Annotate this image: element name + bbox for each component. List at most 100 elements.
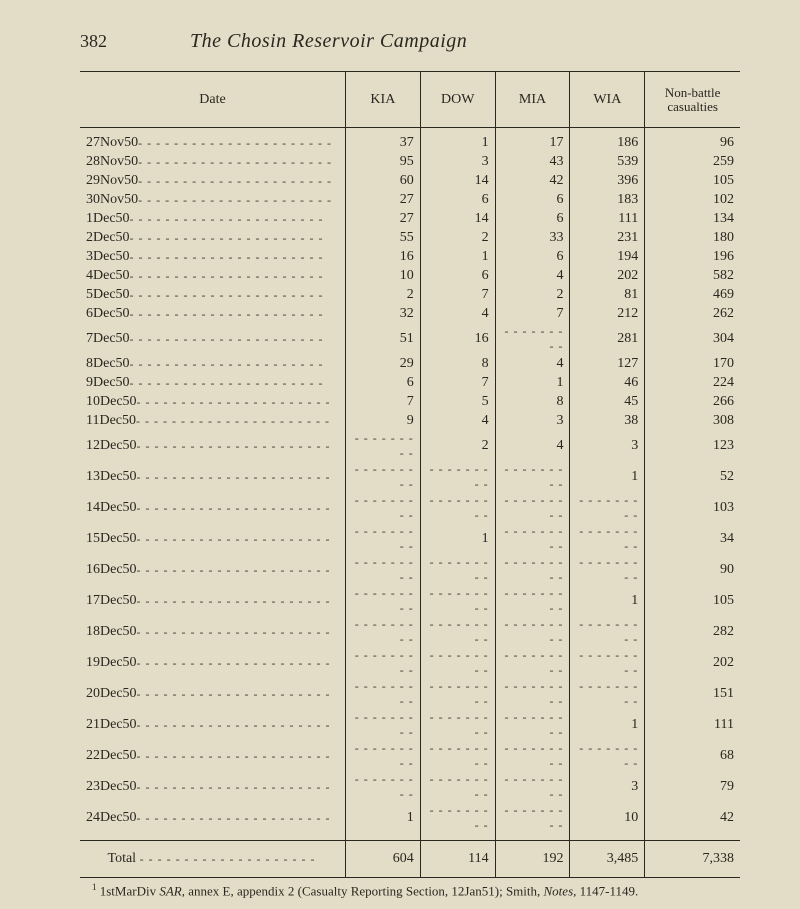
cell-mia: - - - - - - - - - <box>495 803 570 834</box>
empty-dash: - - - - - - - - - <box>576 741 638 771</box>
cell-mia: 8 <box>495 393 570 412</box>
date-label: 13Dec50 <box>86 469 137 485</box>
table-row: 12Dec50- - - - - - - - - - - - - - - - -… <box>80 431 740 462</box>
cell-dow: - - - - - - - - - <box>420 741 495 772</box>
footnote-text-2: annex E, appendix 2 (Casualty Reporting … <box>185 883 544 898</box>
date-cell: 1Dec50- - - - - - - - - - - - - - - - - … <box>80 210 345 229</box>
col-kia: KIA <box>345 72 420 127</box>
cell-kia: 60 <box>345 172 420 191</box>
cell-wia: 539 <box>570 153 645 172</box>
leader-dots: - - - - - - - - - - - - - - - - - - - - … <box>137 749 331 764</box>
total-wia: 3,485 <box>570 840 645 877</box>
empty-dash: - - - - - - - - - <box>352 710 414 740</box>
date-cell: 7Dec50- - - - - - - - - - - - - - - - - … <box>80 324 345 355</box>
date-label: 4Dec50 <box>86 268 130 284</box>
empty-dash: - - - - - - - - - <box>352 431 414 461</box>
empty-dash: - - - - - - - - - <box>352 462 414 492</box>
empty-dash: - - - - - - - - - <box>427 617 489 647</box>
cell-mia: 6 <box>495 210 570 229</box>
cell-wia: 10 <box>570 803 645 834</box>
cell-wia: 186 <box>570 134 645 153</box>
book-page: 382 The Chosin Reservoir Campaign Date K… <box>0 0 800 909</box>
date-cell: 15Dec50- - - - - - - - - - - - - - - - -… <box>80 524 345 555</box>
leader-dots: - - - - - - - - - - - - - - - - - - - - … <box>130 357 324 372</box>
cell-dow: - - - - - - - - - <box>420 462 495 493</box>
cell-nb: 202 <box>645 648 740 679</box>
date-label: 19Dec50 <box>86 655 137 671</box>
cell-mia: - - - - - - - - - <box>495 555 570 586</box>
date-label: 1Dec50 <box>86 211 130 227</box>
date-label: 3Dec50 <box>86 249 130 265</box>
cell-kia: 7 <box>345 393 420 412</box>
page-header: 382 The Chosin Reservoir Campaign <box>80 30 740 53</box>
date-label: 14Dec50 <box>86 500 137 516</box>
cell-nb: 52 <box>645 462 740 493</box>
col-nonbattle: Non-battle casualties <box>645 72 740 127</box>
cell-mia: 2 <box>495 286 570 305</box>
table-row: 18Dec50 - - - - - - - - - - - - - - - - -… <box>80 617 740 648</box>
cell-mia: - - - - - - - - - <box>495 617 570 648</box>
date-cell: 11Dec50- - - - - - - - - - - - - - - - -… <box>80 412 345 431</box>
cell-kia: - - - - - - - - - <box>345 555 420 586</box>
bottom-rule <box>80 877 740 878</box>
date-cell: 4Dec50- - - - - - - - - - - - - - - - - … <box>80 267 345 286</box>
date-cell: 10Dec50- - - - - - - - - - - - - - - - -… <box>80 393 345 412</box>
cell-kia: 55 <box>345 229 420 248</box>
cell-dow: - - - - - - - - - <box>420 803 495 834</box>
cell-kia: 27 <box>345 191 420 210</box>
cell-kia: - - - - - - - - - <box>345 524 420 555</box>
date-label: 18Dec50 <box>86 624 137 640</box>
cell-mia: - - - - - - - - - <box>495 462 570 493</box>
cell-wia: 45 <box>570 393 645 412</box>
cell-wia: 1 <box>570 586 645 617</box>
leader-dots: - - - - - - - - - - - - - - - - - - - - … <box>137 532 331 547</box>
table-header: Date KIA DOW MIA WIA Non-battle casualti… <box>80 72 740 127</box>
cell-kia: 95 <box>345 153 420 172</box>
footnote: 1 1stMarDiv SAR, annex E, appendix 2 (Ca… <box>80 882 740 900</box>
cell-dow: 2 <box>420 431 495 462</box>
cell-kia: - - - - - - - - - <box>345 493 420 524</box>
cell-kia: 32 <box>345 305 420 324</box>
date-label: 20Dec50 <box>86 686 137 702</box>
empty-dash: - - - - - - - - - <box>352 555 414 585</box>
table-row: 27Nov50- - - - - - - - - - - - - - - - -… <box>80 134 740 153</box>
cell-nb: 469 <box>645 286 740 305</box>
cell-dow: 1 <box>420 524 495 555</box>
cell-kia: 6 <box>345 374 420 393</box>
empty-dash: - - - - - - - - - <box>502 524 564 554</box>
cell-wia: 1 <box>570 462 645 493</box>
footnote-italic-1: SAR, <box>159 883 185 898</box>
leader-dots: - - - - - - - - - - - - - - - - - - - - … <box>137 470 331 485</box>
cell-wia: 281 <box>570 324 645 355</box>
table-row: 16Dec50- - - - - - - - - - - - - - - - -… <box>80 555 740 586</box>
cell-wia: - - - - - - - - - <box>570 493 645 524</box>
leader-dots: - - - - - - - - - - - - - - - - - - - - … <box>137 439 331 454</box>
date-label: 23Dec50 <box>86 779 137 795</box>
cell-wia: 212 <box>570 305 645 324</box>
page-number: 382 <box>80 31 190 52</box>
empty-dash: - - - - - - - - - <box>427 772 489 802</box>
empty-dash: - - - - - - - - - <box>502 679 564 709</box>
cell-kia: - - - - - - - - - <box>345 741 420 772</box>
cell-nb: 259 <box>645 153 740 172</box>
cell-nb: 105 <box>645 172 740 191</box>
cell-nb: 134 <box>645 210 740 229</box>
total-dow: 114 <box>420 840 495 877</box>
cell-dow: 1 <box>420 134 495 153</box>
cell-wia: - - - - - - - - - <box>570 648 645 679</box>
cell-kia: 1 <box>345 803 420 834</box>
cell-dow: 16 <box>420 324 495 355</box>
leader-dots: - - - - - - - - - - - - - - - - - - - - … <box>130 332 324 347</box>
empty-dash: - - - - - - - - - <box>502 493 564 523</box>
date-cell: 9Dec50- - - - - - - - - - - - - - - - - … <box>80 374 345 393</box>
cell-mia: - - - - - - - - - <box>495 524 570 555</box>
empty-dash: - - - - - - - - - <box>352 679 414 709</box>
date-cell: 13Dec50- - - - - - - - - - - - - - - - -… <box>80 462 345 493</box>
cell-dow: - - - - - - - - - <box>420 586 495 617</box>
date-cell: 18Dec50- - - - - - - - - - - - - - - - -… <box>80 617 345 648</box>
table-row: 17Dec50- - - - - - - - - - - - - - - - -… <box>80 586 740 617</box>
leader-dots: - - - - - - - - - - - - - - - - - - - - … <box>137 395 331 410</box>
date-cell: 5Dec50- - - - - - - - - - - - - - - - - … <box>80 286 345 305</box>
table-row: 15Dec50- - - - - - - - - - - - - - - - -… <box>80 524 740 555</box>
cell-wia: - - - - - - - - - <box>570 741 645 772</box>
